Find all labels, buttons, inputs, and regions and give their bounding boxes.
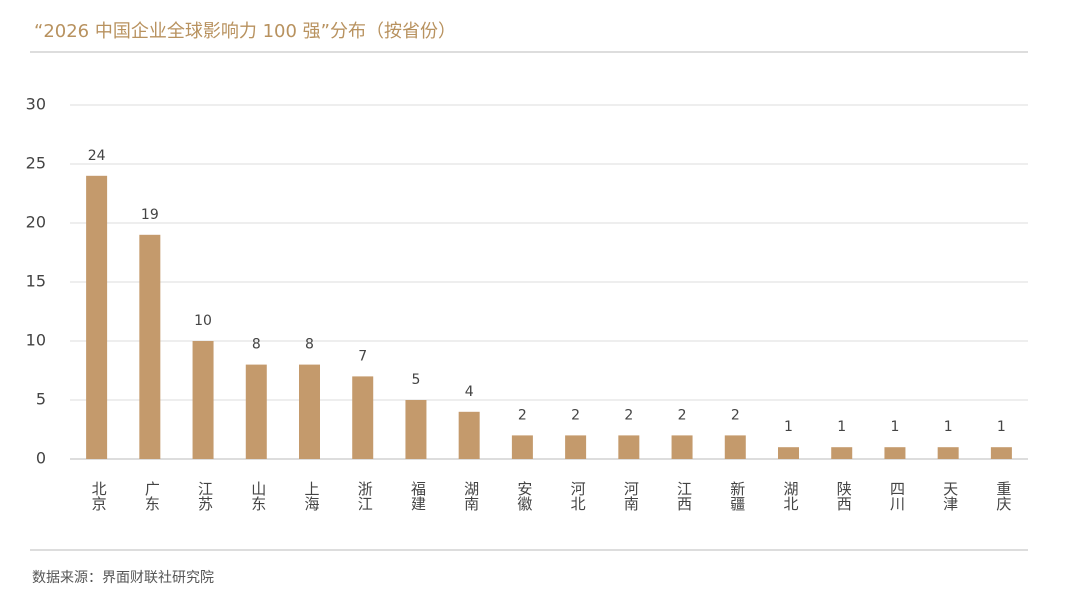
bar <box>192 341 214 459</box>
x-tick-label: 安徽 <box>515 481 534 511</box>
bar <box>671 435 693 459</box>
source-note: 数据来源：界面财联社研究院 <box>32 570 214 586</box>
bar <box>990 447 1012 459</box>
x-tick-label: 江西 <box>675 481 694 511</box>
bar <box>937 447 959 459</box>
bar <box>139 234 161 459</box>
bar <box>352 376 374 459</box>
y-tick-label: 30 <box>26 95 46 114</box>
x-tick-label: 新疆 <box>728 481 747 511</box>
bar <box>724 435 746 459</box>
bar <box>458 411 480 459</box>
x-tick-label: 重庆 <box>994 481 1013 511</box>
value-label: 24 <box>88 148 106 164</box>
bar <box>86 175 108 460</box>
x-tick-label: 陕西 <box>834 481 853 511</box>
value-label: 2 <box>731 407 740 423</box>
x-tick-label: 河南 <box>621 481 640 511</box>
x-tick-label: 山东 <box>249 481 268 511</box>
bar <box>565 435 587 459</box>
x-tick-label: 上海 <box>302 481 321 511</box>
bar <box>884 447 906 459</box>
x-tick-label: 天津 <box>941 481 960 511</box>
value-label: 2 <box>678 407 687 423</box>
value-label: 8 <box>252 337 261 353</box>
bar <box>831 447 853 459</box>
y-tick-label: 5 <box>36 390 46 409</box>
value-label: 1 <box>997 419 1006 435</box>
bar <box>299 364 320 459</box>
x-tick-label: 北京 <box>89 481 108 511</box>
value-label: 19 <box>141 207 159 223</box>
value-label: 10 <box>194 313 212 329</box>
x-tick-label: 广东 <box>142 481 161 511</box>
bar <box>778 447 799 459</box>
x-tick-label: 四川 <box>887 481 906 511</box>
chart-title: “2026 中国企业全球影响力 100 强”分布（按省份） <box>34 21 456 42</box>
value-label: 4 <box>465 384 474 400</box>
bar <box>405 400 427 459</box>
value-label: 7 <box>358 348 367 364</box>
value-label: 2 <box>518 407 527 423</box>
y-tick-label: 15 <box>26 272 46 291</box>
value-label: 8 <box>305 337 314 353</box>
bar <box>618 435 640 459</box>
bar <box>511 435 533 459</box>
value-label: 1 <box>784 419 793 435</box>
x-tick-label: 江苏 <box>196 481 215 511</box>
x-tick-label: 湖南 <box>462 481 481 511</box>
value-label: 2 <box>571 407 580 423</box>
y-tick-label: 25 <box>26 154 46 173</box>
value-label: 1 <box>944 419 953 435</box>
x-tick-label: 福建 <box>408 481 427 511</box>
value-label: 1 <box>890 419 899 435</box>
value-label: 5 <box>411 372 420 388</box>
y-tick-label: 0 <box>36 449 46 468</box>
x-tick-label: 河北 <box>568 481 587 511</box>
bar <box>245 364 267 459</box>
value-label: 2 <box>624 407 633 423</box>
value-label: 1 <box>837 419 846 435</box>
x-tick-label: 湖北 <box>781 481 800 511</box>
y-tick-label: 10 <box>26 331 46 350</box>
x-tick-label: 浙江 <box>355 481 374 511</box>
y-tick-label: 20 <box>26 213 46 232</box>
